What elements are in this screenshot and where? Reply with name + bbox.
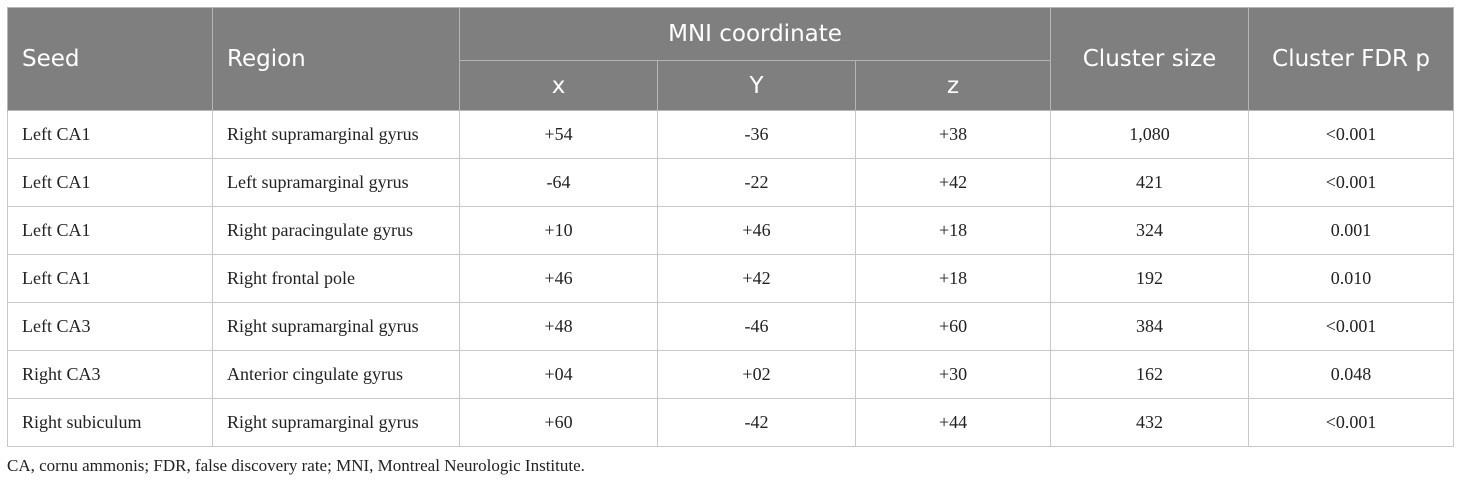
cell-z: +44	[854, 398, 1052, 447]
cell-z: +18	[854, 254, 1052, 303]
cell-y: -42	[657, 398, 856, 447]
cell-y: +02	[657, 350, 856, 399]
cell-cluster-size: 432	[1050, 398, 1250, 447]
table-row: Right CA3 Anterior cingulate gyrus +04 +…	[7, 350, 1455, 399]
header-z: z	[854, 60, 1052, 111]
header-cluster-fdr-p: Cluster FDR p	[1248, 7, 1455, 111]
results-table: Seed Region MNI coordinate Cluster size …	[7, 7, 1455, 447]
cell-seed: Right subiculum	[7, 398, 213, 447]
cell-region: Left supramarginal gyrus	[212, 158, 460, 207]
header-x: x	[459, 60, 658, 111]
cell-seed: Left CA1	[7, 110, 213, 159]
header-seed: Seed	[7, 7, 213, 111]
table-row: Right subiculum Right supramarginal gyru…	[7, 398, 1455, 447]
cell-x: +54	[459, 110, 658, 159]
table-row: Left CA1 Right supramarginal gyrus +54 -…	[7, 110, 1455, 159]
cell-seed: Left CA1	[7, 206, 213, 255]
cell-y: -36	[657, 110, 856, 159]
cell-y: -22	[657, 158, 856, 207]
cell-seed: Left CA3	[7, 302, 213, 351]
cell-z: +42	[854, 158, 1052, 207]
header-region: Region	[212, 7, 460, 111]
table-row: Left CA3 Right supramarginal gyrus +48 -…	[7, 302, 1455, 351]
cell-seed: Right CA3	[7, 350, 213, 399]
cell-cluster-size: 192	[1050, 254, 1250, 303]
cell-region: Right supramarginal gyrus	[212, 110, 460, 159]
cell-z: +18	[854, 206, 1052, 255]
cell-region: Anterior cingulate gyrus	[212, 350, 460, 399]
cell-y: +42	[657, 254, 856, 303]
cell-y: +46	[657, 206, 856, 255]
cell-cluster-fdr-p: <0.001	[1248, 158, 1455, 207]
table-body: Left CA1 Right supramarginal gyrus +54 -…	[7, 110, 1455, 447]
cell-cluster-fdr-p: 0.001	[1248, 206, 1455, 255]
cell-x: +48	[459, 302, 658, 351]
cell-x: +04	[459, 350, 658, 399]
table-row: Left CA1 Right frontal pole +46 +42 +18 …	[7, 254, 1455, 303]
table-row: Left CA1 Right paracingulate gyrus +10 +…	[7, 206, 1455, 255]
cell-x: +10	[459, 206, 658, 255]
header-cluster-size: Cluster size	[1050, 7, 1250, 111]
results-table-container: Seed Region MNI coordinate Cluster size …	[7, 7, 1455, 447]
cell-x: +46	[459, 254, 658, 303]
cell-region: Right frontal pole	[212, 254, 460, 303]
cell-region: Right supramarginal gyrus	[212, 398, 460, 447]
cell-cluster-size: 384	[1050, 302, 1250, 351]
cell-seed: Left CA1	[7, 158, 213, 207]
cell-z: +30	[854, 350, 1052, 399]
cell-x: -64	[459, 158, 658, 207]
cell-x: +60	[459, 398, 658, 447]
cell-cluster-size: 324	[1050, 206, 1250, 255]
header-y: Y	[657, 60, 856, 111]
table-footnote: CA, cornu ammonis; FDR, false discovery …	[7, 456, 585, 475]
cell-region: Right supramarginal gyrus	[212, 302, 460, 351]
cell-cluster-fdr-p: <0.001	[1248, 302, 1455, 351]
cell-cluster-size: 1,080	[1050, 110, 1250, 159]
cell-y: -46	[657, 302, 856, 351]
cell-region: Right paracingulate gyrus	[212, 206, 460, 255]
table-header: Seed Region MNI coordinate Cluster size …	[7, 7, 1455, 111]
cell-cluster-size: 421	[1050, 158, 1250, 207]
cell-cluster-fdr-p: <0.001	[1248, 110, 1455, 159]
cell-cluster-fdr-p: 0.010	[1248, 254, 1455, 303]
cell-cluster-size: 162	[1050, 350, 1250, 399]
cell-cluster-fdr-p: 0.048	[1248, 350, 1455, 399]
cell-z: +60	[854, 302, 1052, 351]
cell-cluster-fdr-p: <0.001	[1248, 398, 1455, 447]
table-row: Left CA1 Left supramarginal gyrus -64 -2…	[7, 158, 1455, 207]
cell-seed: Left CA1	[7, 254, 213, 303]
header-mni-coordinate: MNI coordinate	[458, 7, 1052, 61]
cell-z: +38	[854, 110, 1052, 159]
